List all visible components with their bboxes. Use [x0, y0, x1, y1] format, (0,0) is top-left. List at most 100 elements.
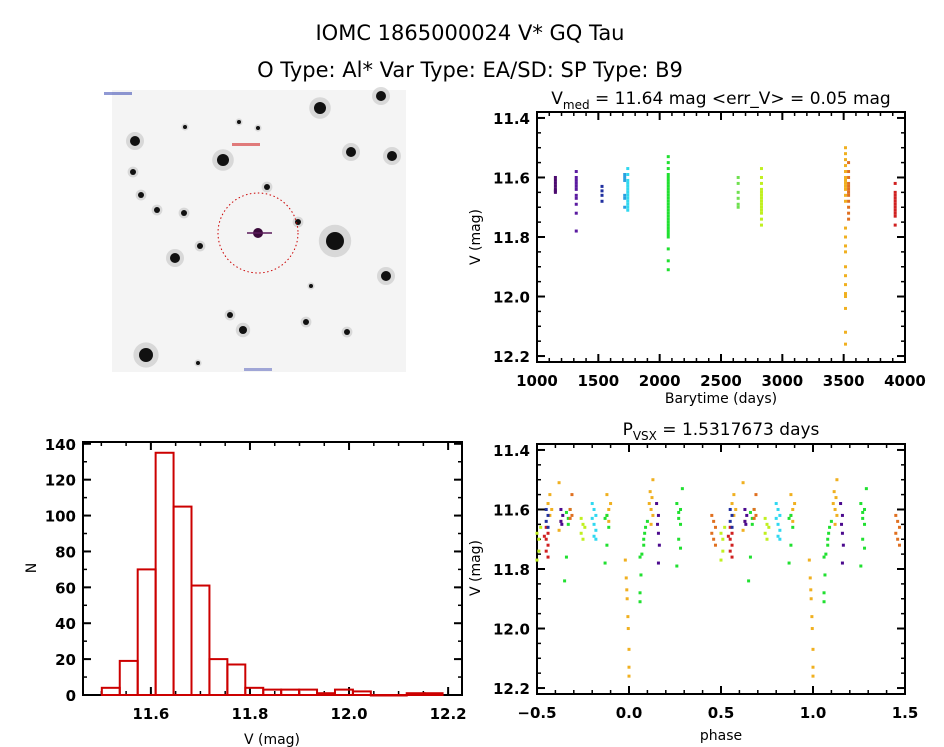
data-point: [789, 493, 793, 497]
data-point: [824, 552, 828, 556]
data-point: [730, 555, 734, 559]
data-point: [574, 202, 578, 206]
data-point: [626, 196, 630, 200]
data-point: [605, 493, 609, 497]
histogram-bar: [226, 663, 247, 697]
histogram-bar: [333, 688, 354, 696]
data-point: [623, 173, 627, 176]
data-point: [651, 513, 655, 517]
data-point: [546, 525, 550, 529]
data-point: [548, 513, 552, 517]
data-point: [844, 265, 848, 269]
data-point: [666, 193, 670, 197]
data-point: [666, 268, 670, 272]
data-point: [847, 184, 851, 188]
x-tick-label: 4000: [884, 372, 926, 390]
data-point: [574, 178, 578, 182]
data-point: [603, 561, 607, 565]
data-point: [759, 211, 763, 215]
data-point: [765, 522, 769, 526]
data-point: [750, 516, 754, 520]
data-point: [721, 549, 725, 553]
data-point: [844, 184, 848, 188]
star: [309, 284, 313, 288]
data-point: [655, 502, 659, 506]
image-bottom-label-mark: [244, 368, 272, 371]
data-point: [811, 665, 815, 669]
y-tick-label: 0: [66, 687, 76, 705]
data-point: [893, 190, 897, 194]
data-point: [811, 647, 815, 651]
data-point: [656, 561, 660, 565]
data-point: [650, 496, 654, 500]
data-point: [776, 507, 780, 511]
data-point: [893, 205, 897, 209]
data-point: [609, 502, 613, 506]
data-point: [675, 564, 679, 568]
data-point: [710, 513, 714, 517]
data-point: [642, 543, 646, 547]
data-point: [847, 187, 851, 191]
data-point: [844, 235, 848, 239]
data-point: [651, 478, 655, 482]
data-point: [778, 513, 782, 517]
data-point: [712, 519, 716, 523]
data-point: [666, 202, 670, 206]
data-point: [640, 552, 644, 556]
data-point: [581, 537, 585, 541]
data-point: [666, 181, 670, 185]
y-tick-label: 12.0: [493, 621, 530, 639]
main-title: IOMC 1865000024 V* GQ Tau: [315, 21, 624, 45]
data-point: [863, 522, 867, 526]
data-point: [544, 537, 548, 541]
data-point: [666, 178, 670, 182]
data-point: [675, 502, 679, 506]
histogram-bar: [208, 658, 229, 696]
x-tick-label: 0.0: [616, 704, 643, 722]
data-point: [823, 573, 827, 577]
star: [295, 219, 301, 225]
y-tick-label: 100: [45, 508, 76, 526]
data-point: [778, 537, 782, 541]
star: [237, 120, 241, 124]
data-point: [736, 202, 740, 206]
star: [376, 91, 386, 101]
data-point: [677, 537, 681, 541]
data-point: [561, 513, 565, 517]
data-point: [626, 615, 630, 619]
data-point: [897, 525, 901, 529]
data-point: [574, 170, 578, 174]
data-point: [677, 516, 681, 520]
star: [344, 329, 350, 335]
x-tick-label: 11.8: [231, 705, 268, 723]
star: [138, 192, 144, 198]
data-point: [713, 525, 717, 529]
data-point: [743, 519, 747, 523]
data-point: [553, 181, 557, 185]
data-point: [626, 190, 630, 194]
data-point: [535, 531, 539, 535]
data-point: [759, 190, 763, 194]
data-point: [623, 196, 627, 200]
data-point: [639, 573, 643, 577]
data-point: [627, 647, 631, 651]
data-point: [638, 591, 642, 595]
y-tick-label: 11.4: [493, 110, 530, 128]
data-point: [744, 522, 748, 526]
data-point: [666, 220, 670, 224]
data-point: [574, 187, 578, 191]
data-point: [564, 510, 568, 514]
data-point: [656, 513, 660, 517]
data-point: [590, 502, 594, 506]
data-point: [778, 528, 782, 532]
data-point: [574, 184, 578, 188]
star: [227, 312, 233, 318]
data-point: [626, 184, 630, 188]
histogram-ylabel: N: [24, 563, 40, 573]
data-point: [564, 555, 568, 559]
data-point: [789, 543, 793, 547]
data-point: [730, 525, 734, 529]
data-point: [896, 537, 900, 541]
light-curve-plot: 1000 1500 2000 2500 3000 3500 4000 11.4 11.6 11.8…: [493, 110, 926, 390]
data-point: [847, 161, 851, 165]
